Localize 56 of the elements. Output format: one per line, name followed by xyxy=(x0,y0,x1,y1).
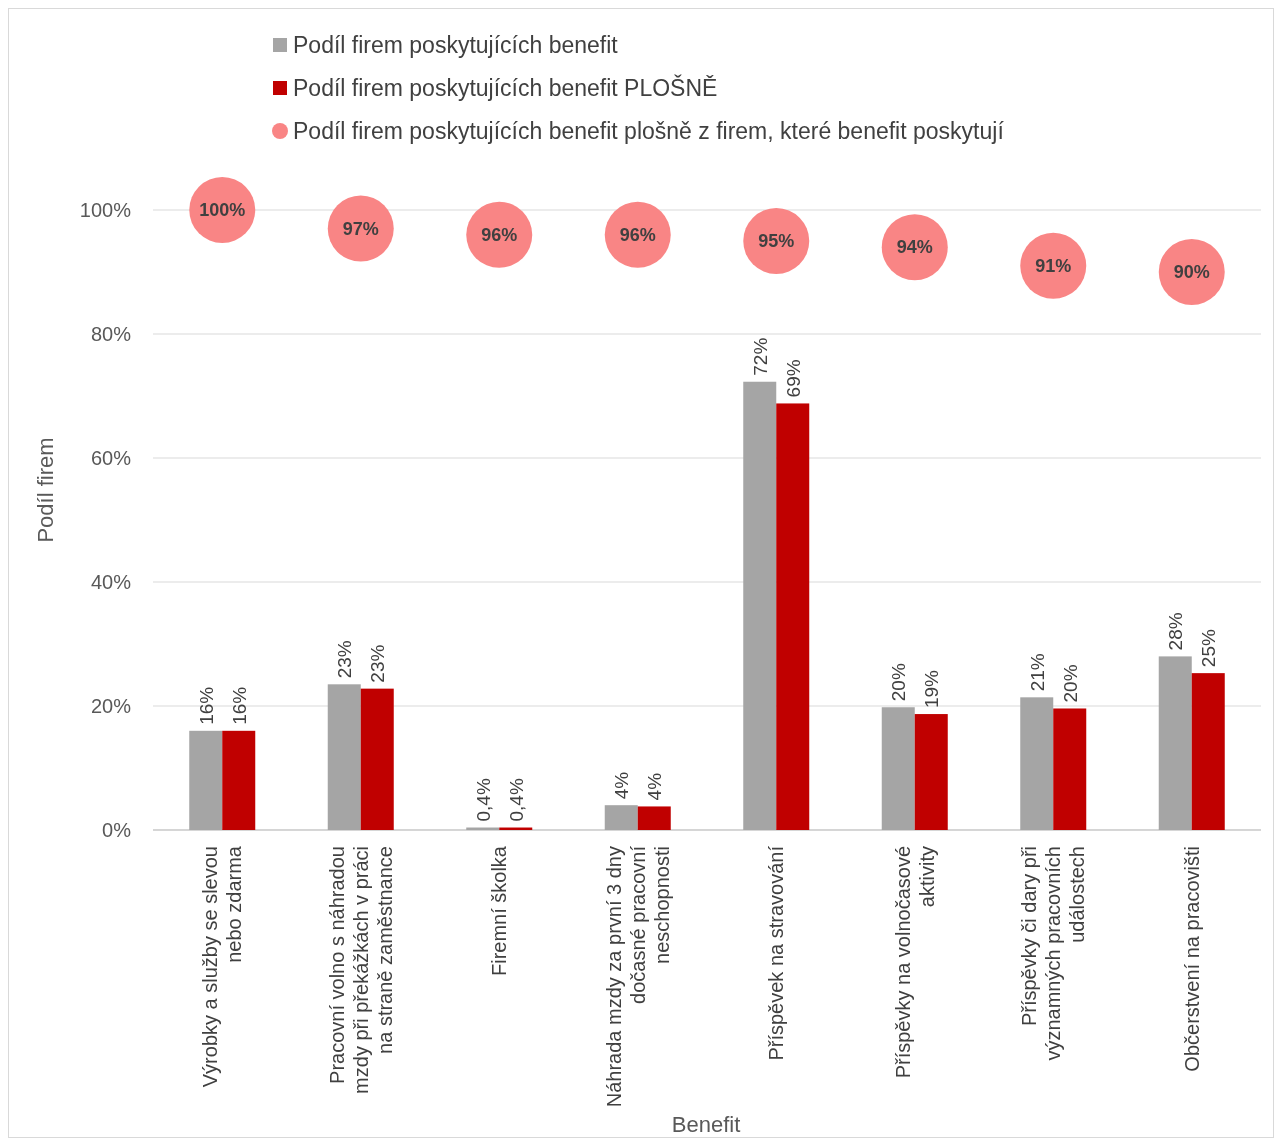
data-label: 100% xyxy=(199,200,246,220)
data-label: 96% xyxy=(481,224,518,245)
x-tick-label: Výrobky a služby se slevou nebo zdarma xyxy=(199,845,246,1088)
y-tick-label: 0% xyxy=(102,819,132,841)
data-label: 91% xyxy=(1035,255,1072,276)
data-label: 23% xyxy=(367,644,389,683)
data-label: 16% xyxy=(228,686,250,725)
data-label: 19% xyxy=(921,669,943,709)
y-tick-label: 100% xyxy=(79,199,132,221)
bar xyxy=(1191,673,1225,830)
data-label: 97% xyxy=(342,218,379,239)
x-tick-label: Firemní školka xyxy=(488,845,511,977)
data-label: 20% xyxy=(888,663,910,702)
data-label: 94% xyxy=(896,237,933,258)
bar xyxy=(1158,656,1192,830)
bar xyxy=(637,806,671,830)
data-label: 28% xyxy=(1165,612,1187,651)
bar xyxy=(1020,697,1054,830)
y-tick-label: 60% xyxy=(90,447,132,469)
y-tick-label: 40% xyxy=(90,571,132,593)
bar xyxy=(914,714,948,830)
x-tick-label: Příspěvky na volnočasové aktivity xyxy=(891,846,938,1079)
data-label: 25% xyxy=(1198,629,1220,668)
bar xyxy=(1053,708,1087,830)
y-tick-label: 80% xyxy=(90,323,132,345)
bar xyxy=(189,730,223,830)
data-label: 95% xyxy=(758,231,795,251)
data-label: 90% xyxy=(1173,262,1210,282)
bar xyxy=(743,381,777,830)
x-tick-label: Občerstvení na pracovišti xyxy=(1180,846,1203,1072)
bar xyxy=(360,688,394,830)
y-tick-label: 20% xyxy=(90,695,132,717)
data-label: 72% xyxy=(749,337,771,376)
data-label: 0,4% xyxy=(505,778,527,822)
data-label: 4% xyxy=(611,771,633,800)
data-label: 23% xyxy=(334,640,356,679)
data-label: 16% xyxy=(195,686,217,725)
data-label: 4% xyxy=(644,772,666,801)
y-axis-title: Podíl firem xyxy=(33,437,58,543)
bar xyxy=(604,805,638,830)
x-tick-label: Náhrada mzdy za první 3 dny dočasné pracovní neschopnosti xyxy=(602,845,673,1108)
bar xyxy=(776,403,810,830)
data-label: 69% xyxy=(782,359,804,398)
legend-label: Podíl firem poskytujících benefit PLOŠNĚ xyxy=(293,74,718,101)
data-label: 0,4% xyxy=(472,778,494,822)
bar xyxy=(327,684,361,830)
data-label: 96% xyxy=(619,224,656,245)
bar xyxy=(881,707,915,830)
x-axis-title: Benefit xyxy=(671,1112,741,1137)
x-tick-label: Příspěvky či dary při významných pracovních událostech xyxy=(1018,846,1089,1061)
data-label: 20% xyxy=(1059,664,1081,703)
legend-label: Podíl firem poskytujících benefit xyxy=(293,32,619,58)
data-label: 21% xyxy=(1026,653,1048,692)
x-tick-label: Příspěvek na stravování xyxy=(765,845,788,1061)
bar xyxy=(222,730,256,830)
legend-label: Podíl firem poskytujících benefit plošně z firem, které benefit poskytují xyxy=(293,118,1005,144)
